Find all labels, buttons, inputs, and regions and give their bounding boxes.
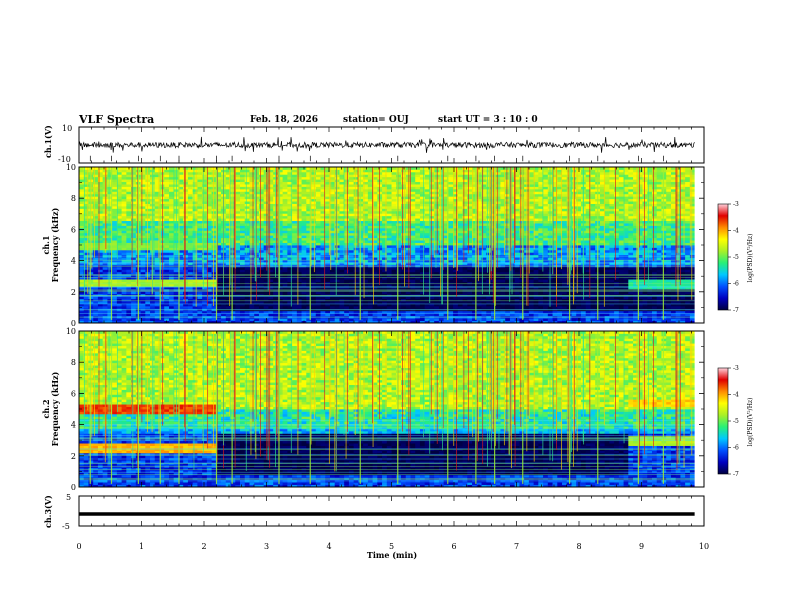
ch2-ytick-2: 2 [71, 452, 76, 461]
x-tick-1: 1 [139, 542, 144, 551]
x-tick-8: 8 [576, 542, 581, 551]
x-tick-5: 5 [389, 542, 394, 551]
ch3-ytick-top: 5 [66, 493, 71, 502]
cb2-ticks-label--7: -7 [733, 471, 739, 478]
cb1-ticks-label--3: -3 [733, 201, 739, 208]
ch2-ytick-6: 6 [71, 389, 76, 398]
ch1-colorbar-label: log(PSD)(V²/Hz) [747, 234, 754, 283]
ch1-ytick-top: 10 [62, 124, 72, 133]
ch2-spectrogram-panel: 0 2 4 6 8 10 ch.2 Frequency (kHz) [41, 327, 705, 492]
x-tick-9: 9 [639, 542, 644, 551]
ch1-voltage-ylabel: ch.1(V) [43, 125, 53, 158]
ch1-spectrogram-panel: 0 2 4 6 8 10 ch.1 Frequency (kHz) [41, 163, 705, 328]
x-tick-10: 10 [699, 542, 709, 551]
x-tick-7: 7 [514, 542, 519, 551]
ch2-spectrum-ylabel-frequency: Frequency (kHz) [50, 371, 60, 446]
ch2-ytick-4: 4 [71, 421, 76, 430]
ch2-ytick-0: 0 [71, 483, 76, 492]
x-tick-4: 4 [326, 542, 331, 551]
chart-title: VLF Spectra [78, 113, 154, 126]
cb2-ticks-label--4: -4 [733, 392, 739, 399]
ch1-colorbar: -3 -4 -5 -6 -7 log(PSD)(V²/Hz) [717, 201, 754, 314]
ch2-colorbar: -3 -4 -5 -6 -7 log(PSD)(V²/Hz) [717, 365, 754, 478]
ch1-spectrum-ylabel-frequency: Frequency (kHz) [50, 207, 60, 282]
x-tick-6: 6 [451, 542, 456, 551]
x-axis-label: Time (min) [367, 550, 417, 560]
cb1-ticks-label--7: -7 [733, 307, 739, 314]
cb2-ticks-label--3: -3 [733, 365, 739, 372]
ch2-ytick-10: 10 [66, 327, 76, 336]
ch2-spectrogram-image [79, 331, 704, 488]
x-tick-0: 0 [76, 542, 81, 551]
ch1-ytick-4: 4 [71, 257, 76, 266]
cb2-ticks-label--6: -6 [733, 445, 739, 452]
ch1-ytick-2: 2 [71, 288, 76, 297]
ch1-ytick-8: 8 [71, 194, 76, 203]
cb1-ticks-label--6: -6 [733, 281, 739, 288]
x-tick-2: 2 [201, 542, 206, 551]
ch1-waveform-trace [78, 136, 695, 162]
ch1-spectrum-ylabel-channel: ch.1 [41, 235, 51, 254]
ch2-colorbar-gradient [717, 367, 729, 475]
ch3-voltage-ylabel: ch.3(V) [43, 495, 53, 528]
x-tick-3: 3 [264, 542, 269, 551]
date-label: Feb. 18, 2026 [250, 115, 318, 125]
ch1-ytick-bottom: -10 [58, 155, 71, 164]
ch1-ytick-6: 6 [71, 225, 76, 234]
ch1-ytick-0: 0 [71, 319, 76, 328]
ch1-ytick-10: 10 [66, 163, 76, 172]
cb2-ticks-label--5: -5 [733, 418, 739, 425]
cb1-ticks-label--5: -5 [733, 254, 739, 261]
start-ut-label: start UT = 3 : 10 : 0 [438, 115, 538, 125]
ch3-ytick-bottom: -5 [62, 522, 70, 531]
ch2-colorbar-label: log(PSD)(V²/Hz) [747, 398, 754, 447]
ch3-waveform-panel: 5 -5 ch.3(V) [43, 493, 705, 531]
station-label: station= OUJ [343, 115, 409, 125]
ch1-waveform-panel: 10 -10 ch.1(V) [43, 124, 705, 164]
ch1-colorbar-gradient [717, 203, 729, 311]
ch2-ytick-8: 8 [71, 358, 76, 367]
ch2-spectrum-ylabel-channel: ch.2 [41, 399, 51, 418]
ch1-spectrogram-image [79, 167, 704, 324]
cb1-ticks-label--4: -4 [733, 228, 739, 235]
